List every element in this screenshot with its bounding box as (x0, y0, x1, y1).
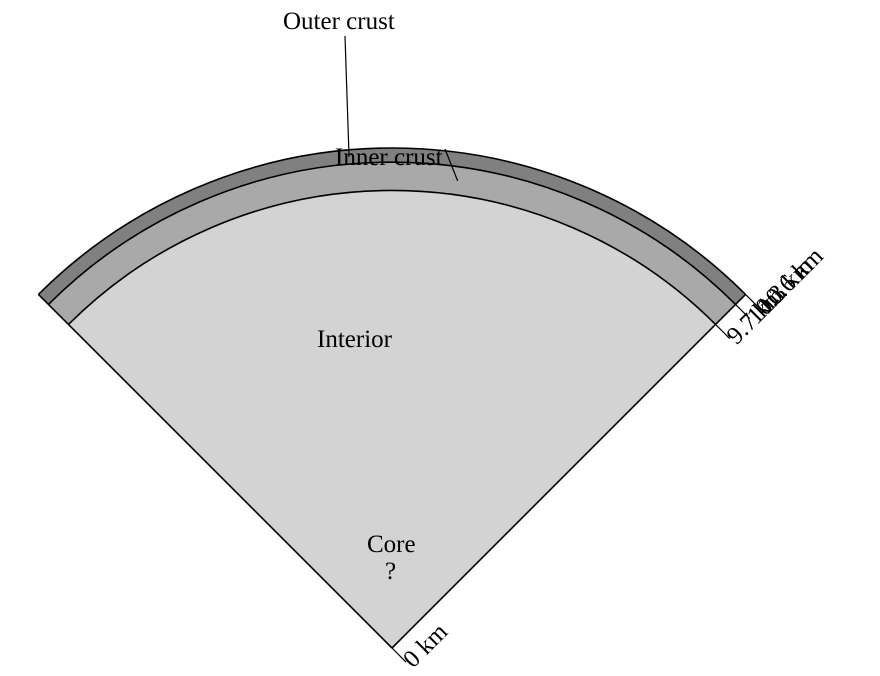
core-label: Core (367, 531, 416, 559)
core-unknown-label: ? (385, 558, 396, 586)
outer-crust-leader (345, 36, 349, 157)
outer-crust-label: Outer crust (283, 8, 395, 36)
interior-label: Interior (317, 326, 392, 354)
inner-crust-label: Inner crust (335, 144, 443, 172)
